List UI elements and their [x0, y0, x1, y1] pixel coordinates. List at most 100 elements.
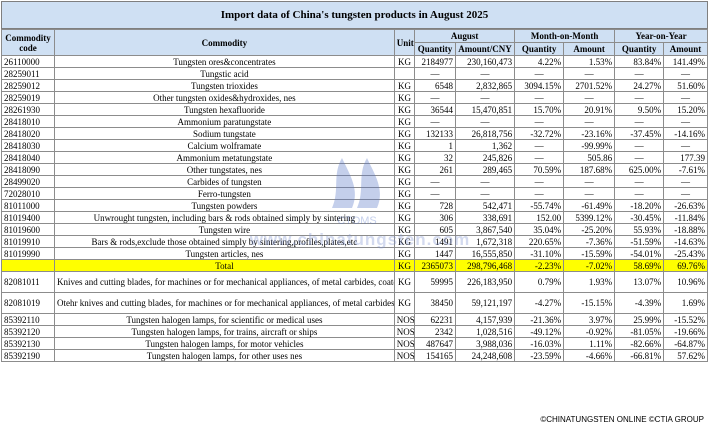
yoy-amount-cell: —	[663, 67, 708, 80]
mom-quantity-cell: —	[514, 175, 565, 188]
commodity-name-cell: Total	[54, 259, 395, 272]
unit-cell: KG	[393, 127, 416, 140]
amount-cell: 1,028,516	[454, 325, 516, 338]
quantity-cell: —	[414, 187, 456, 200]
yoy-amount-cell: 10.96%	[663, 271, 708, 293]
commodity-code-cell: 28418020	[0, 127, 56, 140]
commodity-code-cell: 81019600	[0, 223, 56, 236]
table-row: 81019990 Tungsten articles, nes KG 1447 16,5…	[0, 247, 708, 260]
yoy-amount-cell: —	[663, 91, 708, 104]
commodity-name-cell: Calcium wolframate	[54, 139, 395, 152]
mom-quantity-cell: -2.23%	[514, 259, 565, 272]
yoy-amount-cell: -15.52%	[663, 313, 708, 326]
commodity-code-cell: 28259011	[0, 67, 56, 80]
commodity-name-cell: Tungsten ores&concentrates	[54, 55, 395, 68]
table-row: 85392190 Tungsten halogen lamps, for othe…	[0, 349, 708, 362]
amount-cell: 3,988,036	[454, 337, 516, 350]
yoy-quantity-cell: -18.20%	[614, 199, 665, 212]
unit-cell: KG	[393, 163, 416, 176]
commodity-code-cell	[0, 259, 56, 272]
yoy-quantity-cell: —	[614, 175, 665, 188]
yoy-quantity-cell: 83.84%	[614, 55, 665, 68]
unit-cell: KG	[393, 103, 416, 116]
quantity-cell: 2342	[414, 325, 456, 338]
commodity-name-cell: Tungsten trioxides	[54, 79, 395, 92]
mom-quantity-cell: 152.00	[514, 211, 565, 224]
mom-amount-cell: -25.20%	[563, 223, 616, 236]
yoy-amount-cell: —	[663, 187, 708, 200]
mom-quantity-cell: —	[514, 115, 565, 128]
unit-cell	[393, 67, 416, 80]
commodity-code-cell: 85392190	[0, 349, 56, 362]
amount-cell: 26,818,756	[454, 127, 516, 140]
quantity-cell: 261	[414, 163, 456, 176]
yoy-amount-cell: -19.66%	[663, 325, 708, 338]
amount-cell: 2,832,865	[454, 79, 516, 92]
mom-quantity-cell: 220.65%	[514, 235, 565, 248]
yoy-amount-cell: 57.62%	[663, 349, 708, 362]
table-row: 81019600 Tungsten wire KG 605 3,867,540 35.04…	[0, 223, 708, 236]
quantity-cell: —	[414, 67, 456, 80]
header-commodity-code: Commodity code	[0, 29, 56, 56]
unit-cell: KG	[393, 199, 416, 212]
mom-quantity-cell: 70.59%	[514, 163, 565, 176]
yoy-amount-cell: -14.63%	[663, 235, 708, 248]
mom-amount-cell: 1.93%	[563, 271, 616, 293]
commodity-code-cell: 28259012	[0, 79, 56, 92]
quantity-cell: 32	[414, 151, 456, 164]
header-mom-quantity: Quantity	[514, 42, 565, 56]
mom-amount-cell: 1.53%	[563, 55, 616, 68]
table-row: 81019910 Bars & rods,exclude those obtain…	[0, 235, 708, 248]
header-yoy-amount: Amount	[663, 42, 708, 56]
commodity-name-cell: Tungsten hexafluoride	[54, 103, 395, 116]
table-row: 72028010 Ferro-tungsten KG — — — — — —	[0, 187, 708, 200]
mom-amount-cell: -4.66%	[563, 349, 616, 362]
yoy-quantity-cell: -4.39%	[614, 292, 665, 314]
yoy-quantity-cell: -82.66%	[614, 337, 665, 350]
table-row: 28418020 Sodium tungstate KG 132133 26,818,7…	[0, 127, 708, 140]
unit-cell: KG	[393, 175, 416, 188]
mom-quantity-cell: -21.36%	[514, 313, 565, 326]
mom-quantity-cell: 0.79%	[514, 271, 565, 293]
table-row: 28261930 Tungsten hexafluoride KG 36544 15,4…	[0, 103, 708, 116]
unit-cell: KG	[393, 271, 416, 293]
header-year-on-year: Year-on-Year	[614, 29, 708, 43]
mom-quantity-cell: 35.04%	[514, 223, 565, 236]
commodity-code-cell: 28418030	[0, 139, 56, 152]
amount-cell: 226,183,950	[454, 271, 516, 293]
mom-quantity-cell: -55.74%	[514, 199, 565, 212]
table-row: 28418040 Ammonium metatungstate KG 32 245,82…	[0, 151, 708, 164]
quantity-cell: 38450	[414, 292, 456, 314]
mom-amount-cell: —	[563, 67, 616, 80]
unit-cell: KG	[393, 247, 416, 260]
quantity-cell: 132133	[414, 127, 456, 140]
commodity-name-cell: Knives and cutting blades, for machines …	[54, 271, 395, 293]
yoy-quantity-cell: -30.45%	[614, 211, 665, 224]
commodity-code-cell: 81011000	[0, 199, 56, 212]
unit-cell: KG	[393, 292, 416, 314]
commodity-code-cell: 85392130	[0, 337, 56, 350]
table-title: Import data of China's tungsten products…	[1, 1, 708, 29]
table-row: 85392130 Tungsten halogen lamps, for moto…	[0, 337, 708, 350]
unit-cell: KG	[393, 187, 416, 200]
commodity-name-cell: Tungsten halogen lamps, for trains, airc…	[54, 325, 395, 338]
yoy-quantity-cell: —	[614, 91, 665, 104]
table-row: 28259012 Tungsten trioxides KG 6548 2,832,86…	[0, 79, 708, 92]
unit-cell: KG	[393, 259, 416, 272]
table-row: 28499020 Carbides of tungsten KG — — — — — —	[0, 175, 708, 188]
yoy-amount-cell: 51.60%	[663, 79, 708, 92]
commodity-code-cell: 28499020	[0, 175, 56, 188]
unit-cell: NOS	[393, 313, 416, 326]
amount-cell: 298,796,468	[454, 259, 516, 272]
mom-quantity-cell: —	[514, 187, 565, 200]
yoy-quantity-cell: -37.45%	[614, 127, 665, 140]
commodity-code-cell: 81019400	[0, 211, 56, 224]
mom-quantity-cell: —	[514, 91, 565, 104]
amount-cell: 230,160,473	[454, 55, 516, 68]
unit-cell: KG	[393, 139, 416, 152]
amount-cell: 542,471	[454, 199, 516, 212]
header-commodity: Commodity	[54, 29, 395, 56]
yoy-amount-cell: -18.88%	[663, 223, 708, 236]
yoy-quantity-cell: 9.50%	[614, 103, 665, 116]
